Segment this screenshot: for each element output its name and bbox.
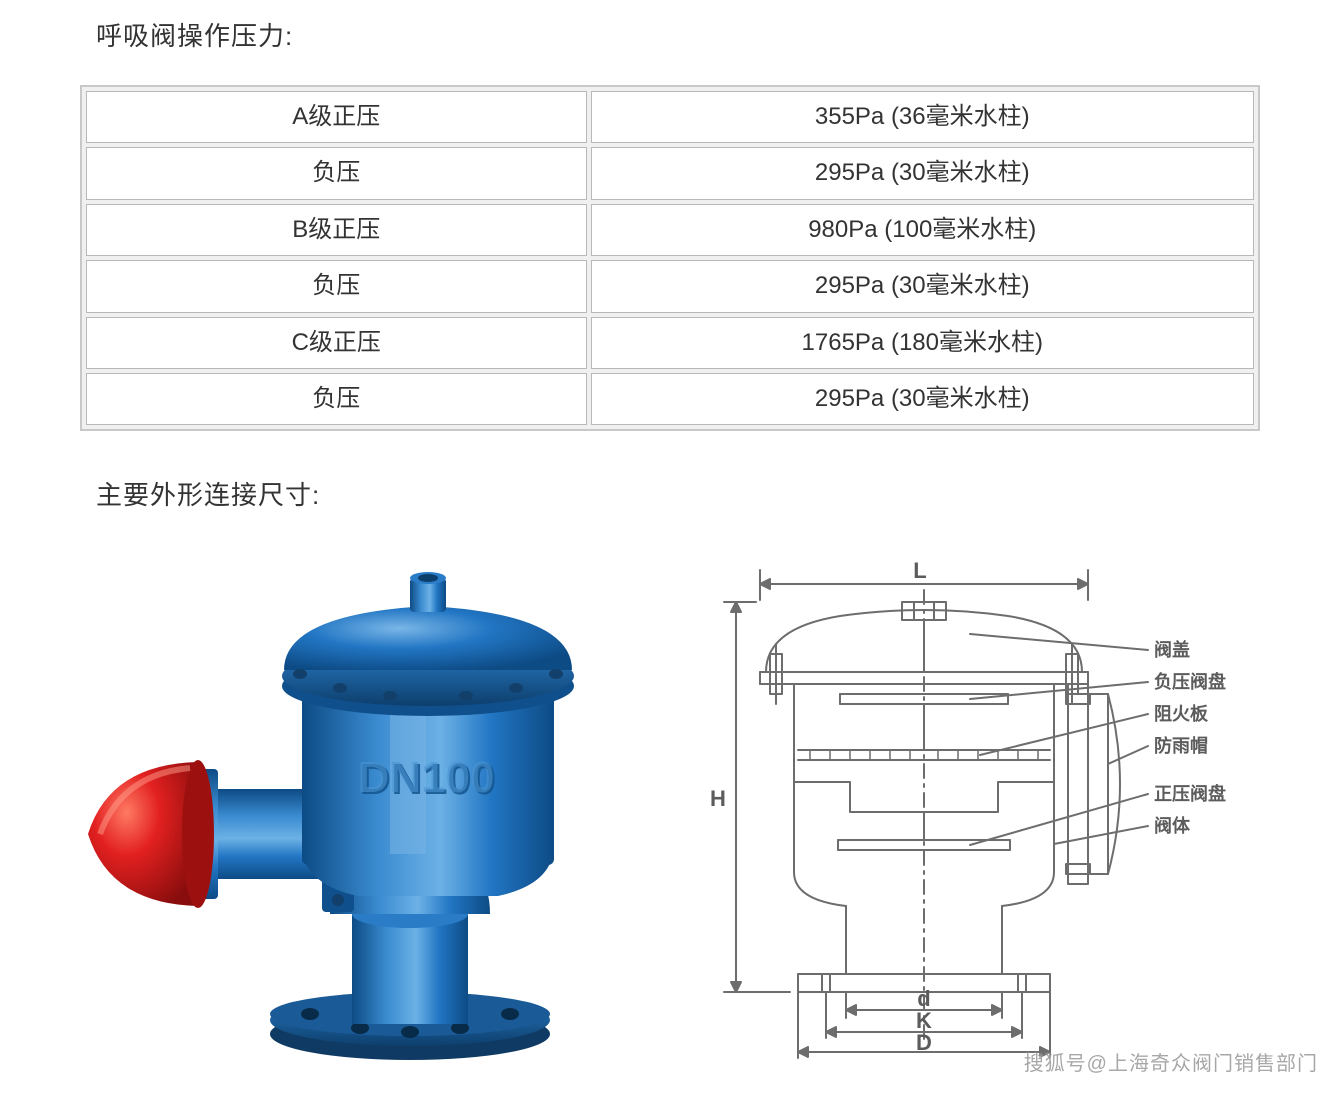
table-row: B级正压980Pa (100毫米水柱) bbox=[86, 204, 1254, 256]
pressure-label: C级正压 bbox=[86, 317, 587, 369]
callout-2: 阻火板 bbox=[1154, 703, 1209, 724]
pressure-value: 355Pa (36毫米水柱) bbox=[591, 91, 1254, 143]
pressure-value: 295Pa (30毫米水柱) bbox=[591, 147, 1254, 199]
dim-L: L bbox=[913, 558, 926, 583]
table-row: 负压295Pa (30毫米水柱) bbox=[86, 373, 1254, 425]
valve-section-diagram: L H d K D 阀盖 负压阀盘 阻火板 防雨帽 正压阀盘 阀体 bbox=[670, 544, 1270, 1064]
table-row: C级正压1765Pa (180毫米水柱) bbox=[86, 317, 1254, 369]
pressure-label: B级正压 bbox=[86, 204, 587, 256]
heading-dimensions: 主要外形连接尺寸: bbox=[96, 475, 1282, 512]
callout-0: 阀盖 bbox=[1154, 639, 1190, 660]
dim-H: H bbox=[710, 786, 726, 811]
callout-1: 负压阀盘 bbox=[1154, 671, 1226, 692]
valve-photo: DN100 DN100 bbox=[70, 544, 630, 1064]
pressure-value: 295Pa (30毫米水柱) bbox=[591, 260, 1254, 312]
pressure-value: 980Pa (100毫米水柱) bbox=[591, 204, 1254, 256]
table-row: 负压295Pa (30毫米水柱) bbox=[86, 260, 1254, 312]
pressure-label: 负压 bbox=[86, 373, 587, 425]
pressure-label: 负压 bbox=[86, 260, 587, 312]
table-row: A级正压355Pa (36毫米水柱) bbox=[86, 91, 1254, 143]
pressure-label: A级正压 bbox=[86, 91, 587, 143]
callout-5: 阀体 bbox=[1154, 815, 1191, 836]
pressure-value: 295Pa (30毫米水柱) bbox=[591, 373, 1254, 425]
pressure-value: 1765Pa (180毫米水柱) bbox=[591, 317, 1254, 369]
pressure-table: A级正压355Pa (36毫米水柱)负压295Pa (30毫米水柱)B级正压98… bbox=[80, 85, 1260, 431]
table-row: 负压295Pa (30毫米水柱) bbox=[86, 147, 1254, 199]
heading-pressure: 呼吸阀操作压力: bbox=[96, 16, 1282, 53]
callout-4: 正压阀盘 bbox=[1154, 783, 1226, 804]
callout-3: 防雨帽 bbox=[1154, 735, 1208, 756]
watermark: 搜狐号@上海奇众阀门销售部门 bbox=[1024, 1047, 1318, 1076]
svg-text:DN100: DN100 bbox=[358, 753, 495, 802]
pressure-label: 负压 bbox=[86, 147, 587, 199]
dim-D: D bbox=[916, 1030, 932, 1055]
